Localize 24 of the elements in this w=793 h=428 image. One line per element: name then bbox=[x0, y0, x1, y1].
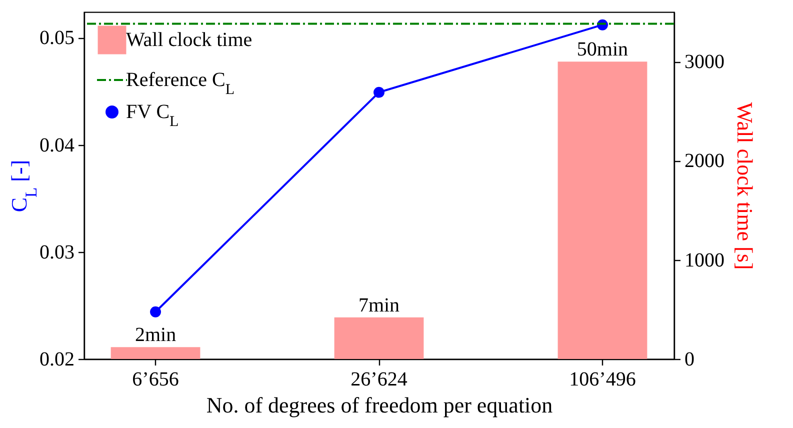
y2-tick-label: 3000 bbox=[684, 51, 724, 74]
point bbox=[150, 306, 161, 318]
y-tick-label: 0.05 bbox=[40, 27, 74, 50]
bar bbox=[110, 347, 200, 359]
legend-label: Wall clock time bbox=[126, 29, 252, 51]
annotation: 2min bbox=[134, 324, 176, 346]
x-tick-label: 6’656 bbox=[132, 368, 179, 390]
y2-axis-title: Wall clock time [s] bbox=[732, 102, 758, 270]
bar bbox=[558, 62, 648, 359]
y2-tick-label: 2000 bbox=[684, 150, 724, 172]
x-tick-label: 106’496 bbox=[569, 368, 636, 390]
annotation: 7min bbox=[358, 294, 400, 316]
point bbox=[374, 86, 384, 98]
x-axis-title: No. of degrees of freedom per equation bbox=[206, 392, 553, 418]
x-tick-label: 26’624 bbox=[350, 368, 408, 390]
y2-tick-label: 0 bbox=[684, 348, 694, 370]
y2-tick-label: 1000 bbox=[684, 249, 724, 272]
y-tick-label: 0.02 bbox=[40, 348, 74, 370]
annotation: 50min bbox=[576, 38, 628, 61]
y-tick-label: 0.04 bbox=[40, 134, 74, 156]
legend-label: Reference C$_{L}$ bbox=[126, 69, 235, 98]
y-tick-label: 0.03 bbox=[40, 241, 74, 264]
legend-label: FV C$_{L}$ bbox=[126, 101, 179, 130]
bar bbox=[334, 317, 424, 359]
